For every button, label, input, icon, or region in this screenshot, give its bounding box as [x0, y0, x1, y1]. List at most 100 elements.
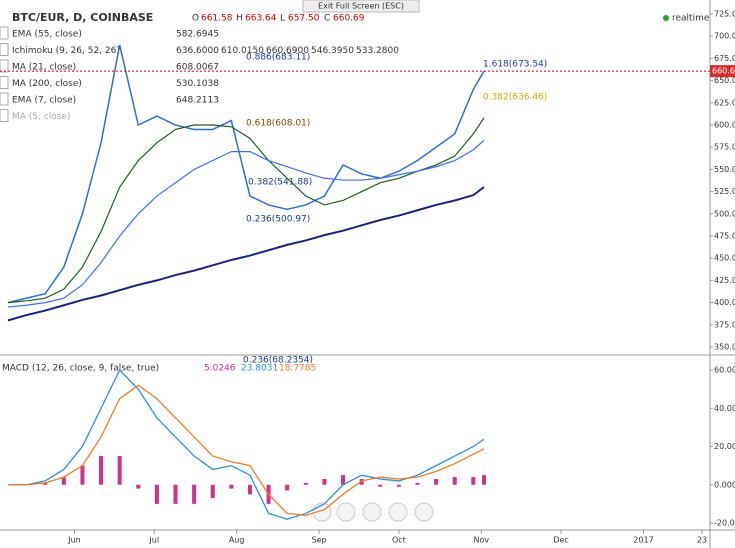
- legend-box: [0, 109, 9, 122]
- x-tick-label: 23: [697, 536, 707, 545]
- indicator-value: 660.6900: [266, 46, 309, 56]
- histogram-bar: [359, 479, 364, 485]
- indicator-value: 610.0150: [221, 46, 264, 56]
- price-tag-label: 660.69: [712, 67, 735, 76]
- fullscreen-button[interactable]: [302, 0, 420, 13]
- macd-value: 18.7785: [279, 364, 316, 374]
- histogram-bar: [99, 456, 104, 485]
- y-tick-label: 700.00: [714, 32, 735, 41]
- x-tick-label: Aug: [229, 536, 245, 545]
- x-tick-label: Dec: [553, 536, 568, 545]
- fib-label: 0.382(541.88): [248, 178, 312, 188]
- histogram-bar: [471, 477, 476, 485]
- x-tick-label: Sep: [312, 536, 327, 545]
- legend-box: [0, 76, 9, 89]
- price-tag: [710, 65, 735, 78]
- series-line: [7, 44, 485, 304]
- series-line: [7, 139, 485, 308]
- fib-label: 0.618(608.01): [246, 119, 310, 129]
- y-tick-label: 375.00: [714, 320, 735, 329]
- histogram-bar: [285, 484, 290, 491]
- ohlc-value: 660.69: [333, 14, 365, 24]
- legend-box: [0, 43, 9, 56]
- y-tick-label: 450.00: [714, 254, 735, 263]
- histogram-bar: [136, 484, 141, 489]
- indicator-name: EMA (7, close): [12, 96, 76, 106]
- histogram-bar: [192, 484, 197, 504]
- legend-box: [0, 26, 9, 40]
- indicator-value: 546.3950: [311, 46, 354, 56]
- nav-button[interactable]: [388, 502, 408, 522]
- x-tick-label: Nov: [473, 536, 489, 545]
- macd-title: MACD (12, 26, close, 9, false, true): [2, 364, 159, 374]
- fib-label: 0.382(636.46): [483, 93, 547, 103]
- histogram-bar: [61, 477, 66, 485]
- x-tick-label: Jul: [148, 536, 159, 545]
- histogram-bar: [247, 484, 252, 495]
- y-tick-label: 575.00: [714, 143, 735, 152]
- histogram-bar: [434, 479, 439, 485]
- histogram-bar: [341, 475, 346, 485]
- legend-box: [0, 92, 9, 106]
- y-tick-label: 350.00: [714, 343, 735, 352]
- y-tick-label: 60.0000: [714, 366, 735, 375]
- symbol: BTC/EUR, D, COINBASE: [12, 11, 153, 24]
- realtime-dot: [663, 15, 669, 21]
- indicator-value: 530.1038: [176, 79, 219, 89]
- y-tick-label: 425.00: [714, 276, 735, 285]
- y-tick-label: 0.0000: [714, 480, 735, 489]
- ohlc-label: L: [280, 14, 285, 24]
- series-line: [7, 117, 485, 304]
- y-tick-label: 725.00: [714, 10, 735, 19]
- y-tick-label: 500.00: [714, 209, 735, 218]
- indicator-value: 608.0067: [176, 63, 219, 73]
- y-tick-label: 625.00: [714, 98, 735, 107]
- y-tick-label: 400.00: [714, 298, 735, 307]
- series-line: [7, 384, 485, 517]
- ohlc-value: 661.58: [201, 14, 233, 24]
- indicator-name: MA (21, close): [12, 63, 76, 73]
- fib-label: 0.236(68.2354): [243, 356, 313, 366]
- nav-controls: [312, 502, 434, 522]
- fib-label: 1.618(673.54): [483, 60, 547, 70]
- histogram-bar: [43, 482, 48, 485]
- macd-value: 5.0246: [204, 364, 236, 374]
- ohlc-value: 663.64: [245, 14, 277, 24]
- y-tick-label: 600.00: [714, 121, 735, 130]
- indicator-name: MA (5, close): [12, 112, 70, 122]
- indicator-value: 533.2800: [356, 46, 399, 56]
- y-tick-label: 525.00: [714, 187, 735, 196]
- histogram-bar: [378, 484, 383, 487]
- ohlc-value: 657.50: [288, 14, 320, 24]
- y-tick-label: 675.00: [714, 54, 735, 63]
- indicator-value: 636.6000: [176, 46, 219, 56]
- fib-label: 0.236(500.97): [246, 215, 310, 225]
- ohlc-label: H: [236, 14, 243, 24]
- histogram-bar: [173, 484, 178, 504]
- legend-box: [0, 59, 9, 73]
- histogram-bar: [452, 477, 457, 485]
- x-tick-label: Jun: [67, 536, 81, 545]
- macd-value: 23.8031: [241, 364, 278, 374]
- fib-label: 0.886(683.11): [246, 53, 310, 63]
- fullscreen-label[interactable]: Exit Full Screen (ESC): [318, 2, 404, 11]
- y-tick-label: 650.00: [714, 76, 735, 85]
- nav-button[interactable]: [336, 502, 356, 522]
- ohlc-label: C: [324, 14, 330, 24]
- histogram-bar: [481, 475, 486, 485]
- x-tick-label: Oct: [392, 536, 406, 545]
- nav-button[interactable]: [362, 502, 382, 522]
- realtime-label: realtime: [672, 14, 710, 24]
- series-line: [7, 186, 485, 322]
- indicator-value: 648.2113: [176, 96, 219, 106]
- histogram-bar: [396, 484, 401, 487]
- indicator-value: 582.6945: [176, 30, 219, 40]
- y-tick-label: 40.0000: [714, 404, 735, 413]
- histogram-bar: [322, 479, 327, 485]
- indicator-name: MA (200, close): [12, 79, 82, 89]
- nav-button[interactable]: [414, 502, 434, 522]
- y-tick-label: 550.00: [714, 165, 735, 174]
- y-tick-label: 20.0000: [714, 442, 735, 451]
